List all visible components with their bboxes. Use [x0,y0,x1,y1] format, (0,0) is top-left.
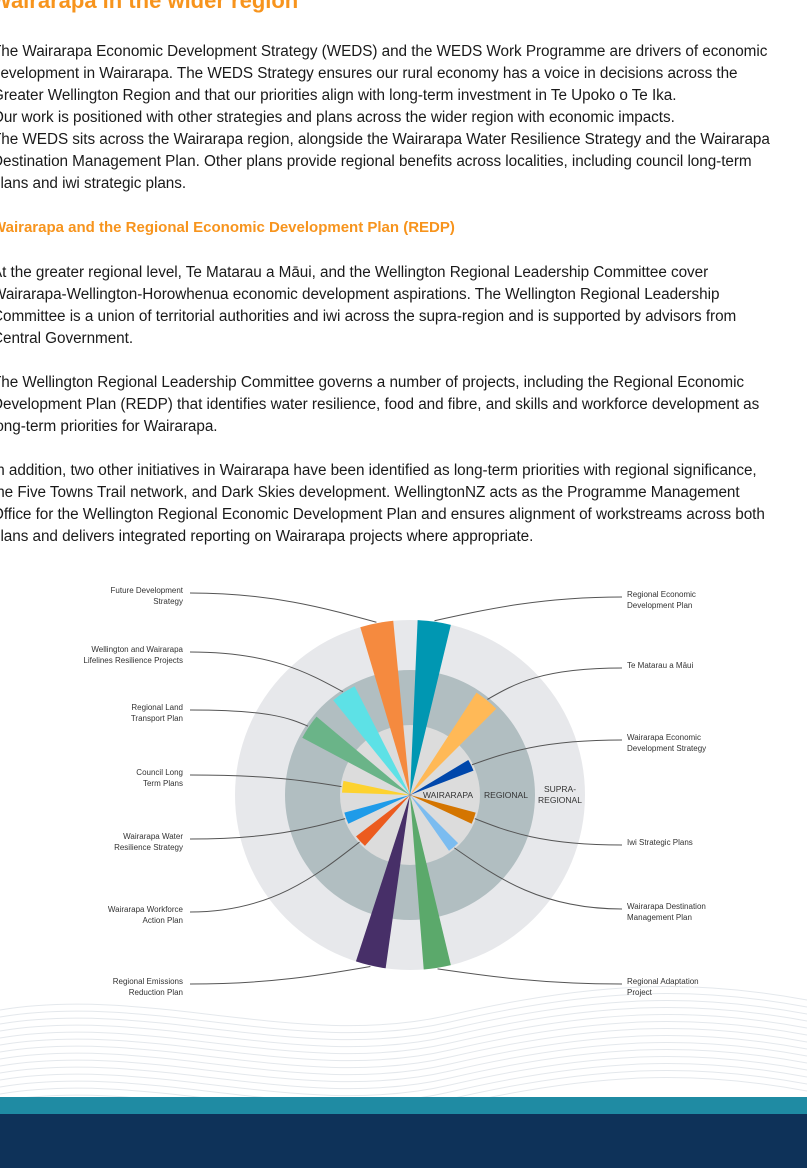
plan-label: Regional Adaptation Project [627,977,699,997]
text-line: Committee is a union of territorial auth… [0,308,737,325]
plan-label: Future Development Strategy [110,586,183,606]
wave-line [0,1028,807,1069]
plan-label: Regional Economic Development Plan [627,590,696,610]
footer-band [0,1097,807,1114]
wave-line [0,1014,807,1055]
wave-line [0,986,807,1027]
plan-wedge [342,780,410,795]
footer [0,1114,807,1168]
text-line: plans and delivers integrated reporting … [0,528,534,545]
leader-line [474,818,623,846]
text-line: Destination Management Plan. Other plans… [0,153,752,170]
wave-line [0,1000,807,1041]
plan-wedge [360,620,410,795]
text-line: Central Government. [0,330,134,347]
plan-label: Regional Emissions Reduction Plan [112,977,183,997]
plan-wedge [410,795,476,824]
text-line: Our work is positioned with other strate… [0,109,675,126]
plan-label: Wairarapa Economic Development Strategy [627,733,707,753]
leader-line [454,847,623,910]
plan-wedge [410,692,497,795]
ring-label-regional: REGIONAL [484,790,528,800]
plan-label: Regional Land Transport Plan [130,703,183,723]
leader-line [189,592,377,623]
text-line: plans and iwi strategic plans. [0,175,187,192]
leader-line [471,739,623,766]
leader-line [189,818,346,840]
ring-label-supra-regional: SUPRA- REGIONAL [538,784,582,805]
wave-line [0,1007,807,1048]
text-line: Office for the Wellington Regional Econo… [0,506,765,523]
plan-label: Council Long Term Plans [136,768,183,788]
text-line: The WEDS sits across the Wairarapa regio… [0,131,770,148]
text-line: the Five Towns Trail network, and Dark S… [0,484,740,501]
plan-wedge [302,716,410,795]
plan-wedge [356,795,410,846]
section-subheading: Wairarapa and the Regional Economic Deve… [0,219,455,236]
plan-wedge [333,686,410,795]
leader-line [189,709,309,727]
page-heading: Wairarapa in the wider region [0,0,299,13]
wave-line [0,1035,807,1076]
text-line: Greater Wellington Region and that our p… [0,87,677,104]
center-point [408,793,412,797]
plan-label: Iwi Strategic Plans [627,838,693,847]
text-line: Development Plan (REDP) that identifies … [0,396,760,413]
wave-line [0,1042,807,1083]
leader-line [437,968,623,985]
text-line: The Wairarapa Economic Development Strat… [0,43,768,60]
wave-line [0,1056,807,1097]
plan-label: Wairarapa Workforce Action Plan [107,905,183,925]
plan-wedge [410,759,474,795]
leader-line [189,965,371,985]
wave-line [0,1063,807,1104]
plan-wedge [410,620,451,795]
leader-line [189,651,344,693]
plan-label: Wairarapa Destination Management Plan [627,902,706,922]
text-line: development in Wairarapa. The WEDS Strat… [0,65,738,82]
text-line: The Wellington Regional Leadership Commi… [0,374,745,391]
leader-line [189,774,342,788]
text-line: Wairarapa-Wellington-Horowhenua economic… [0,286,720,303]
wave-line [0,1021,807,1062]
plan-label: Wellington and Wairarapa Lifelines Resil… [83,645,183,665]
wave-line [0,1049,807,1090]
plan-wedge [344,795,410,824]
text-line: At the greater regional level, Te Matara… [0,264,709,281]
ring-label-wairarapa: WAIRARAPA [422,790,474,800]
text-line: In addition, two other initiatives in Wa… [0,462,757,479]
wave-line [0,993,807,1034]
plan-wedge [410,795,451,970]
text-line: long-term priorities for Wairarapa. [0,418,218,435]
plan-label: Wairarapa Water Resilience Strategy [114,832,183,852]
plan-label: Te Matarau a Māui [627,661,694,670]
leader-line [434,596,623,622]
leader-line [189,841,360,913]
plan-wedge [355,795,410,969]
leader-line [487,667,623,700]
plan-wedge [410,795,459,851]
